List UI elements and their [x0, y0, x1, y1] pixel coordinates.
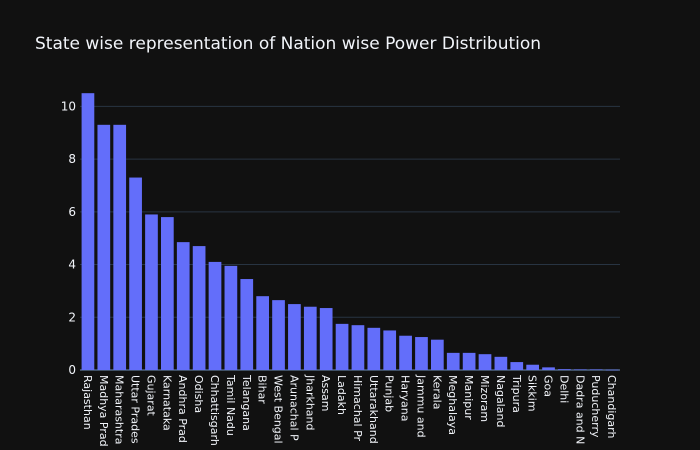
- bar[interactable]: [446, 352, 460, 370]
- bar[interactable]: [415, 337, 428, 370]
- bar[interactable]: [462, 352, 476, 370]
- x-tick-label: Bihar: [256, 375, 269, 404]
- bar[interactable]: [81, 93, 95, 370]
- bar[interactable]: [224, 265, 238, 370]
- bar[interactable]: [605, 369, 619, 371]
- bar[interactable]: [208, 261, 222, 370]
- x-tick-label: Tripura: [510, 374, 523, 413]
- x-tick-label: Rajasthan: [81, 375, 94, 430]
- x-tick-label: Dadra and N: [573, 375, 586, 444]
- bar[interactable]: [431, 339, 444, 370]
- x-tick-label: Puducherry: [589, 375, 602, 438]
- y-axis-ticks: 0 2 4 6 8 10: [61, 99, 76, 377]
- bar[interactable]: [319, 308, 333, 370]
- x-tick-label: Chhattisgarh: [208, 375, 221, 446]
- bars: [81, 93, 619, 371]
- y-tick-label: 10: [61, 99, 76, 113]
- x-tick-label: Tamil Nadu: [224, 374, 237, 436]
- x-tick-label: Nagaland: [494, 375, 507, 427]
- x-tick-label: Ladakh: [335, 375, 348, 415]
- x-tick-label: Maharashtra: [113, 375, 126, 445]
- bar[interactable]: [510, 362, 524, 370]
- bar[interactable]: [367, 327, 381, 370]
- bar[interactable]: [335, 323, 349, 370]
- bar[interactable]: [399, 335, 412, 370]
- x-tick-label: Andhra Prad: [176, 375, 189, 443]
- x-tick-label: Himachal Pr: [351, 375, 364, 442]
- bar[interactable]: [176, 242, 190, 370]
- y-tick-label: 0: [68, 363, 76, 377]
- bar[interactable]: [542, 367, 555, 370]
- x-tick-label: Goa: [542, 375, 555, 397]
- x-tick-label: Uttar Prades: [129, 375, 142, 444]
- y-tick-label: 6: [68, 205, 76, 219]
- x-tick-label: Jammu and: [414, 374, 427, 438]
- bar[interactable]: [272, 300, 285, 370]
- bar[interactable]: [303, 306, 317, 370]
- x-tick-label: Haryana: [399, 375, 412, 422]
- x-tick-label: Arunachal P: [287, 375, 300, 441]
- x-tick-label: West Bengal: [272, 375, 285, 444]
- chart-title: State wise representation of Nation wise…: [35, 34, 542, 54]
- x-tick-label: Sikkim: [526, 375, 539, 412]
- x-tick-label: Madhya Prad: [97, 375, 110, 447]
- y-tick-label: 4: [68, 258, 76, 272]
- bar[interactable]: [494, 356, 508, 370]
- bar[interactable]: [192, 246, 206, 370]
- bar[interactable]: [240, 279, 254, 370]
- x-axis-ticks: Rajasthan Madhya Prad Maharashtra Uttar Pra…: [81, 374, 618, 447]
- x-tick-label: Telangana: [240, 374, 253, 431]
- x-tick-label: Manipur: [462, 375, 475, 420]
- x-tick-label: Gujarat: [144, 375, 157, 417]
- y-tick-label: 2: [68, 310, 76, 324]
- bar[interactable]: [145, 214, 158, 370]
- x-tick-label: Delhi: [557, 375, 570, 403]
- x-tick-label: Punjab: [383, 375, 396, 412]
- bar[interactable]: [161, 217, 174, 370]
- bar[interactable]: [97, 124, 111, 371]
- bar[interactable]: [589, 369, 603, 370]
- x-tick-label: Odisha: [192, 375, 205, 413]
- bar[interactable]: [573, 369, 587, 370]
- x-tick-label: Chandigarh: [605, 375, 618, 438]
- x-tick-label: Meghalaya: [446, 375, 459, 435]
- bar[interactable]: [558, 369, 571, 370]
- x-tick-label: Karnataka: [160, 375, 173, 431]
- y-tick-label: 8: [68, 152, 76, 166]
- bar[interactable]: [288, 304, 301, 370]
- x-tick-label: Jharkhand: [303, 374, 316, 431]
- bar[interactable]: [351, 325, 365, 370]
- x-tick-label: Kerala: [430, 375, 443, 410]
- bar[interactable]: [526, 364, 539, 370]
- bar[interactable]: [478, 354, 492, 370]
- bar[interactable]: [113, 124, 127, 371]
- bar[interactable]: [256, 296, 269, 370]
- x-tick-label: Mizoram: [478, 375, 491, 422]
- x-tick-label: Uttarakhand: [367, 375, 380, 444]
- x-tick-label: Assam: [319, 375, 332, 411]
- bar[interactable]: [129, 177, 142, 370]
- bar[interactable]: [383, 330, 397, 370]
